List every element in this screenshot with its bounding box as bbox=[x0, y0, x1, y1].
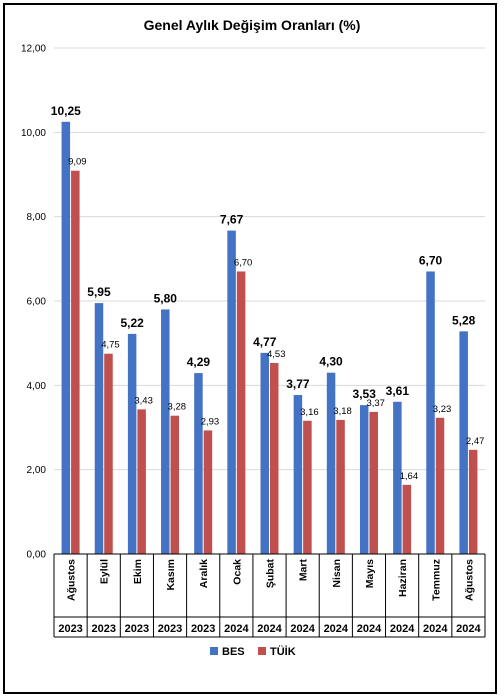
x-category-label: Mart bbox=[298, 558, 310, 581]
data-label-tuik: 9,09 bbox=[68, 157, 87, 168]
data-label-tuik: 2,93 bbox=[201, 416, 220, 427]
data-label-bes: 5,80 bbox=[154, 291, 178, 305]
x-year-label: 2024 bbox=[456, 623, 481, 635]
bar-bes bbox=[94, 303, 104, 554]
data-labels: 10,25 9,09 5,95 4,755,22 3,43 5,80 3,28 4,29 2,9… bbox=[51, 104, 485, 482]
bar-bes bbox=[426, 271, 435, 554]
x-category-label: Şubat bbox=[265, 559, 277, 589]
bar-tuik bbox=[137, 409, 146, 554]
x-category-label: Ağustos bbox=[66, 559, 78, 601]
gridlines bbox=[54, 47, 485, 555]
bar-bes bbox=[227, 230, 236, 554]
legend: BES TÜİK bbox=[210, 645, 296, 658]
x-category-label: Nisan bbox=[331, 559, 343, 588]
data-label-tuik: 2,47 bbox=[466, 436, 485, 447]
data-label-bes: 10,25 bbox=[51, 104, 81, 118]
bar-tuik bbox=[203, 430, 213, 554]
y-axis-ticks: 0,00 2,00 4,00 6,00 8,00 10,00 12,00 bbox=[21, 44, 46, 561]
y-tick-label: 0,00 bbox=[27, 550, 47, 561]
data-label-tuik: 3,28 bbox=[168, 402, 187, 413]
data-label-tuik: 4,75 bbox=[101, 340, 120, 351]
x-year-label: 2023 bbox=[158, 623, 182, 635]
data-label-bes: 4,29 bbox=[187, 355, 211, 369]
data-label-bes: 4,30 bbox=[319, 355, 343, 369]
bar-bes bbox=[61, 121, 71, 555]
data-label-bes: 3,61 bbox=[386, 384, 410, 398]
legend-label-tuik: TÜİK bbox=[270, 645, 296, 658]
data-label-bes: 5,22 bbox=[120, 316, 144, 330]
bar-tuik bbox=[71, 170, 80, 554]
y-tick-label: 12,00 bbox=[21, 44, 46, 55]
x-year-label: 2024 bbox=[357, 623, 382, 635]
data-label-tuik: 6,70 bbox=[234, 257, 253, 268]
x-year-label: 2023 bbox=[91, 623, 115, 635]
bar-bes bbox=[194, 373, 203, 554]
y-tick-label: 4,00 bbox=[27, 381, 47, 392]
bar-tuik bbox=[369, 411, 378, 554]
x-year-label: 2023 bbox=[125, 623, 149, 635]
x-category-label: Aralık bbox=[198, 559, 210, 588]
data-label-bes: 5,28 bbox=[452, 313, 476, 327]
bar-bes bbox=[293, 395, 303, 554]
x-category-label: Kasım bbox=[165, 559, 177, 591]
legend-label-bes: BES bbox=[222, 646, 245, 658]
data-label-tuik: 3,16 bbox=[300, 407, 319, 418]
y-tick-label: 2,00 bbox=[27, 465, 47, 476]
data-label-bes: 3,77 bbox=[286, 377, 310, 391]
data-label-bes: 3,53 bbox=[353, 387, 377, 401]
legend-swatch-tuik bbox=[258, 647, 266, 655]
x-category-label: Haziran bbox=[397, 559, 409, 597]
bar-tuik bbox=[336, 419, 345, 554]
data-label-bes: 7,67 bbox=[220, 213, 244, 227]
x-year-label: 2024 bbox=[390, 623, 415, 635]
bar-tuik bbox=[270, 362, 279, 554]
y-tick-label: 6,00 bbox=[27, 297, 47, 308]
x-category-label: Eylül bbox=[99, 559, 111, 584]
bar-bes bbox=[161, 309, 170, 554]
bar-bes bbox=[359, 405, 369, 554]
data-label-tuik: 3,43 bbox=[134, 395, 153, 406]
x-year-label: 2023 bbox=[191, 623, 215, 635]
chart-frame: Genel Aylık Değişim Oranları (%) 0,00 2,0… bbox=[3, 3, 497, 694]
x-category-label: Temmuz bbox=[430, 559, 442, 601]
x-year-label: 2024 bbox=[324, 623, 349, 635]
data-label-bes: 4,77 bbox=[253, 335, 277, 349]
bar-bes bbox=[459, 331, 468, 554]
bar-bes bbox=[260, 352, 269, 554]
bar-tuik bbox=[170, 415, 180, 554]
bar-tuik bbox=[468, 449, 478, 554]
data-label-tuik: 3,23 bbox=[433, 404, 452, 415]
x-year-label: 2024 bbox=[257, 623, 282, 635]
data-label-tuik: 3,18 bbox=[333, 406, 352, 417]
x-category-label: Ekim bbox=[132, 559, 144, 584]
chart: Genel Aylık Değişim Oranları (%) 0,00 2,0… bbox=[21, 17, 486, 658]
bar-tuik bbox=[104, 353, 113, 554]
data-label-bes: 6,70 bbox=[419, 253, 443, 267]
x-year-label: 2024 bbox=[290, 623, 315, 635]
y-tick-label: 10,00 bbox=[21, 128, 46, 139]
x-category-label: Ağustos bbox=[463, 559, 475, 601]
data-label-bes: 5,95 bbox=[87, 285, 111, 299]
bars bbox=[61, 121, 478, 555]
data-label-tuik: 4,53 bbox=[267, 349, 286, 360]
bar-tuik bbox=[236, 271, 246, 554]
x-year-label: 2024 bbox=[224, 623, 249, 635]
chart-title: Genel Aylık Değişim Oranları (%) bbox=[144, 17, 361, 33]
data-label-tuik: 3,37 bbox=[366, 398, 385, 409]
data-label-tuik: 1,64 bbox=[400, 471, 419, 482]
bar-bes bbox=[127, 333, 137, 554]
bar-tuik bbox=[303, 420, 312, 554]
x-year-label: 2024 bbox=[423, 623, 448, 635]
bar-tuik bbox=[435, 417, 445, 554]
bar-bes bbox=[393, 401, 402, 554]
x-category-label: Ocak bbox=[231, 559, 243, 585]
bar-bes bbox=[326, 372, 336, 554]
x-year-label: 2023 bbox=[58, 623, 82, 635]
x-axis-categories: Ağustos 2023 Eylül 2023 Ekim 2023 Kasım 2023 Ara… bbox=[53, 553, 486, 638]
x-category-label: Mayıs bbox=[364, 559, 376, 588]
legend-swatch-bes bbox=[210, 647, 218, 655]
y-tick-label: 8,00 bbox=[27, 212, 47, 223]
bar-tuik bbox=[402, 484, 412, 554]
